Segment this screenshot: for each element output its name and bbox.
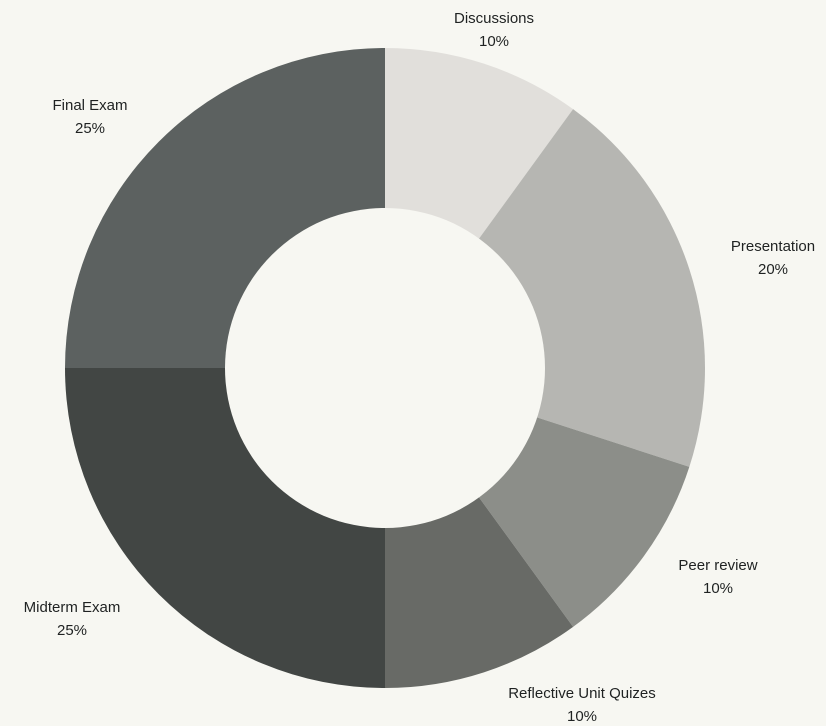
slice-label-presentation: Presentation: [731, 238, 815, 255]
donut-hole: [225, 208, 545, 528]
slice-value-reflective-unit-quizes: 10%: [567, 708, 597, 725]
slice-label-midterm-exam: Midterm Exam: [24, 599, 121, 616]
slice-value-presentation: 20%: [758, 261, 788, 278]
slice-label-peer-review: Peer review: [678, 557, 757, 574]
slice-label-discussions: Discussions: [454, 10, 534, 27]
slice-value-final-exam: 25%: [75, 120, 105, 137]
slice-value-peer-review: 10%: [703, 580, 733, 597]
slice-value-midterm-exam: 25%: [57, 622, 87, 639]
slice-value-discussions: 10%: [479, 33, 509, 50]
slice-label-final-exam: Final Exam: [52, 97, 127, 114]
slice-label-reflective-unit-quizes: Reflective Unit Quizes: [508, 685, 656, 702]
